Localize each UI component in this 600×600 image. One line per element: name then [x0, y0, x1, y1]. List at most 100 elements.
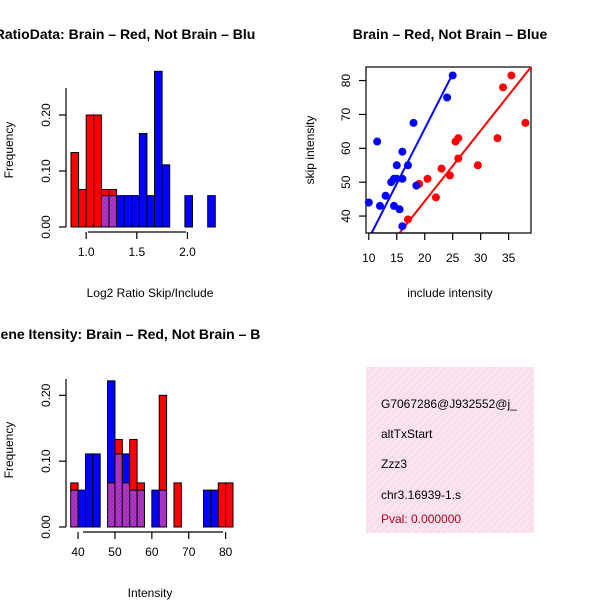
scatter-axes: 10 15 20 25 30 35 40 50 60 70 80	[339, 74, 515, 265]
x-tick-label: 60	[145, 545, 159, 559]
histogram-bar	[129, 438, 138, 491]
x-tick-label: 1.5	[128, 245, 145, 259]
histogram-bar	[70, 482, 79, 491]
ratio-histogram-panel: RatioData: Brain – Red, Not Brain – Blu …	[0, 26, 255, 300]
histogram-bar	[136, 482, 145, 491]
histogram-bar	[161, 164, 171, 228]
scatter-point	[443, 93, 452, 102]
histogram-bar	[85, 114, 95, 228]
x-tick-label: 10	[362, 251, 376, 265]
scatter-point	[409, 118, 418, 127]
histogram-overlap-bar	[114, 453, 123, 528]
scatter-point	[445, 171, 454, 180]
intensity-scatter-panel: Brain – Red, Not Brain – Blue include in…	[303, 26, 547, 300]
x-tick-label: 20	[418, 251, 432, 265]
intensity-histogram-bars	[70, 380, 234, 528]
x-tick-label: 50	[108, 545, 122, 559]
histogram-bar	[121, 453, 131, 484]
scatter-point	[381, 191, 390, 200]
scatter-point	[431, 193, 440, 202]
histogram-overlap-bar	[121, 482, 131, 528]
info-transcript: chr3.16939-1.s	[381, 488, 461, 502]
histogram-overlap-bar	[158, 489, 168, 528]
ratio-histogram-ylabel: Frequency	[2, 122, 16, 179]
scatter-point	[375, 201, 384, 210]
info-event-type: altTxStart	[381, 427, 433, 441]
histogram-bar	[70, 152, 80, 228]
y-tick-label: 70	[339, 107, 353, 121]
histogram-bar	[131, 195, 140, 228]
y-tick-label: 0.20	[39, 383, 53, 407]
scatter-point	[437, 164, 446, 173]
scatter-point	[493, 134, 502, 143]
scatter-point	[403, 161, 412, 170]
scatter-title: Brain – Red, Not Brain – Blue	[353, 26, 548, 42]
scatter-marks	[364, 66, 532, 234]
scatter-point	[373, 137, 382, 146]
y-tick-label: 0.00	[39, 215, 53, 239]
x-tick-label: 80	[219, 545, 233, 559]
scatter-point	[454, 154, 463, 163]
y-tick-label: 0.00	[39, 515, 53, 539]
histogram-bar	[84, 453, 94, 528]
info-box-background	[366, 367, 534, 533]
scatter-point	[403, 215, 412, 224]
ratio-histogram-title: RatioData: Brain – Red, Not Brain – Blu	[0, 26, 255, 42]
intensity-histogram-title: Gene Itensity: Brain – Red, Not Brain – …	[0, 326, 260, 342]
histogram-bar	[123, 195, 133, 228]
intensity-histogram-axes: 40 50 60 70 80 0.00 0.10 0.20	[39, 379, 233, 559]
scatter-point	[395, 205, 404, 214]
x-tick-label: 25	[446, 251, 460, 265]
scatter-point	[473, 161, 482, 170]
y-tick-label: 0.10	[39, 449, 53, 473]
x-tick-label: 35	[502, 251, 516, 265]
y-tick-label: 40	[339, 209, 353, 223]
scatter-point	[521, 118, 530, 127]
info-event-id: G7067286@J932552@j_	[381, 397, 517, 411]
intensity-histogram-xlabel: Intensity	[128, 586, 173, 600]
scatter-point	[398, 174, 407, 183]
histogram-bar	[138, 132, 148, 228]
scatter-point	[448, 71, 457, 80]
histogram-bar	[92, 453, 101, 528]
intensity-histogram-ylabel: Frequency	[2, 422, 16, 479]
scatter-point	[423, 174, 432, 183]
x-tick-label: 15	[390, 251, 404, 265]
histogram-overlap-bar	[108, 195, 118, 228]
histogram-bar	[217, 482, 227, 528]
scatter-ylabel: skip intensity	[303, 116, 317, 185]
histogram-bar	[202, 489, 212, 528]
histogram-bar	[146, 195, 156, 228]
info-pval: Pval: 0.000000	[381, 512, 461, 526]
scatter-point	[392, 161, 401, 170]
regression-line	[398, 66, 532, 234]
scatter-point	[398, 222, 407, 231]
x-tick-label: 1.0	[78, 245, 95, 259]
scatter-point	[364, 198, 373, 207]
info-gene-name: Zzz3	[381, 457, 407, 471]
info-panel: G7067286@J932552@j_ altTxStart Zzz3 chr3…	[366, 367, 534, 533]
y-tick-label: 80	[339, 74, 353, 88]
scatter-xlabel: include intensity	[407, 286, 492, 300]
histogram-bar	[78, 188, 87, 228]
ratio-histogram-xlabel: Log2 Ratio Skip/Include	[87, 286, 214, 300]
histogram-bar	[108, 188, 118, 197]
x-tick-label: 2.0	[179, 245, 196, 259]
histogram-bar	[100, 188, 110, 197]
histogram-bar	[116, 195, 125, 228]
histogram-overlap-bar	[129, 489, 138, 528]
scatter-point	[398, 147, 407, 156]
scatter-point	[499, 83, 508, 92]
y-tick-label: 50	[339, 175, 353, 189]
regression-line	[370, 73, 454, 234]
scatter-point	[392, 174, 401, 183]
histogram-bar	[107, 380, 116, 484]
scatter-point	[507, 71, 516, 80]
histogram-bar	[207, 195, 216, 228]
y-tick-label: 60	[339, 141, 353, 155]
ratio-histogram-axes: 1.0 1.5 2.0 0.00 0.10 0.20	[39, 88, 196, 259]
histogram-bar	[151, 489, 160, 528]
x-tick-label: 40	[71, 545, 85, 559]
histogram-overlap-bar	[100, 195, 110, 228]
